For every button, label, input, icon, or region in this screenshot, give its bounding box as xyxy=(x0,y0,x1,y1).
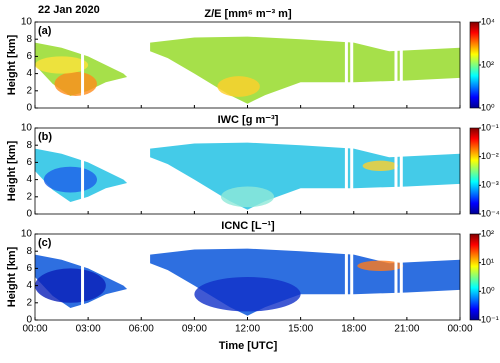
colorbar-tick-label: 10⁰ xyxy=(481,102,495,112)
data-gap xyxy=(81,23,85,107)
y-tick-label: 6 xyxy=(26,263,32,274)
data-gap xyxy=(344,23,348,107)
y-tick-label: 0 xyxy=(26,315,32,326)
data-gap xyxy=(350,129,354,213)
y-tick-label: 6 xyxy=(26,51,32,62)
data-gap xyxy=(394,235,398,319)
data-gap xyxy=(344,129,348,213)
y-tick-label: 8 xyxy=(26,34,32,45)
x-tick-label: 03:00 xyxy=(76,324,101,335)
cloud-core xyxy=(54,71,97,96)
panel-title: Z/E [mm⁶ m⁻³ m] xyxy=(204,8,292,20)
x-axis-label: Time [UTC] xyxy=(219,340,278,352)
y-tick-label: 2 xyxy=(26,297,32,308)
y-tick-label: 0 xyxy=(26,103,32,114)
colorbar xyxy=(469,21,480,109)
colorbar-tick-label: 10⁻¹ xyxy=(481,122,499,132)
colorbar-tick-label: 10⁰ xyxy=(481,286,495,296)
data-gap xyxy=(81,129,85,213)
cloud-core xyxy=(34,268,106,303)
y-axis-label: Height [km] xyxy=(6,34,18,95)
y-tick-label: 2 xyxy=(26,85,32,96)
panel-label: (b) xyxy=(38,131,52,143)
y-tick-label: 8 xyxy=(26,246,32,257)
x-tick-label: 09:00 xyxy=(182,324,207,335)
colorbar-tick-label: 10¹ xyxy=(481,257,494,267)
cloud-core xyxy=(362,160,399,171)
panel-label: (a) xyxy=(38,25,52,37)
colorbar-tick-label: 10⁻⁴ xyxy=(481,208,500,218)
cloud xyxy=(150,248,460,316)
panel-label: (c) xyxy=(38,237,52,249)
colorbar-tick-label: 10⁻² xyxy=(481,151,499,161)
y-tick-label: 2 xyxy=(26,191,32,202)
y-tick-label: 6 xyxy=(26,157,32,168)
colorbar-tick-label: 10⁴ xyxy=(481,16,495,26)
data-gap xyxy=(399,23,403,107)
colorbar xyxy=(469,127,480,215)
colorbar-tick-label: 10² xyxy=(481,59,494,69)
data-gap xyxy=(350,23,354,107)
x-tick-label: 00:00 xyxy=(447,324,472,335)
cloud xyxy=(150,36,460,104)
x-tick-label: 00:00 xyxy=(22,324,47,335)
x-tick-label: 18:00 xyxy=(341,324,366,335)
x-tick-label: 12:00 xyxy=(235,324,260,335)
data-gap xyxy=(394,129,398,213)
y-tick-label: 10 xyxy=(21,17,33,28)
y-tick-label: 8 xyxy=(26,140,32,151)
cloud-core xyxy=(35,56,89,74)
y-tick-label: 0 xyxy=(26,209,32,220)
y-axis-label: Height [km] xyxy=(6,140,18,201)
data-gap xyxy=(350,235,354,319)
y-tick-label: 4 xyxy=(26,174,32,185)
colorbar-tick-label: 10⁻³ xyxy=(481,180,499,190)
cloud-core xyxy=(194,277,301,312)
y-tick-label: 10 xyxy=(21,229,33,240)
x-tick-label: 06:00 xyxy=(129,324,154,335)
data-gap xyxy=(394,23,398,107)
y-tick-label: 10 xyxy=(21,123,33,134)
colorbar xyxy=(469,233,480,321)
cloud-core xyxy=(357,260,404,271)
cloud-core xyxy=(43,166,97,193)
data-gap xyxy=(399,235,403,319)
x-tick-label: 21:00 xyxy=(394,324,419,335)
panel-title: ICNC [L⁻¹] xyxy=(221,220,275,232)
colorbar-tick-label: 10² xyxy=(481,228,494,238)
y-tick-label: 4 xyxy=(26,280,32,291)
colorbar-tick-label: 10⁻¹ xyxy=(481,314,499,324)
y-tick-label: 4 xyxy=(26,68,32,79)
cloud-core xyxy=(217,76,260,97)
date-annotation: 22 Jan 2020 xyxy=(38,4,100,16)
cloud xyxy=(150,142,460,210)
y-axis-label: Height [km] xyxy=(6,246,18,307)
x-tick-label: 15:00 xyxy=(288,324,313,335)
data-gap xyxy=(81,235,85,319)
data-gap xyxy=(399,129,403,213)
data-gap xyxy=(344,235,348,319)
panel-title: IWC [g m⁻³] xyxy=(218,114,279,126)
cloud-core xyxy=(220,186,275,208)
